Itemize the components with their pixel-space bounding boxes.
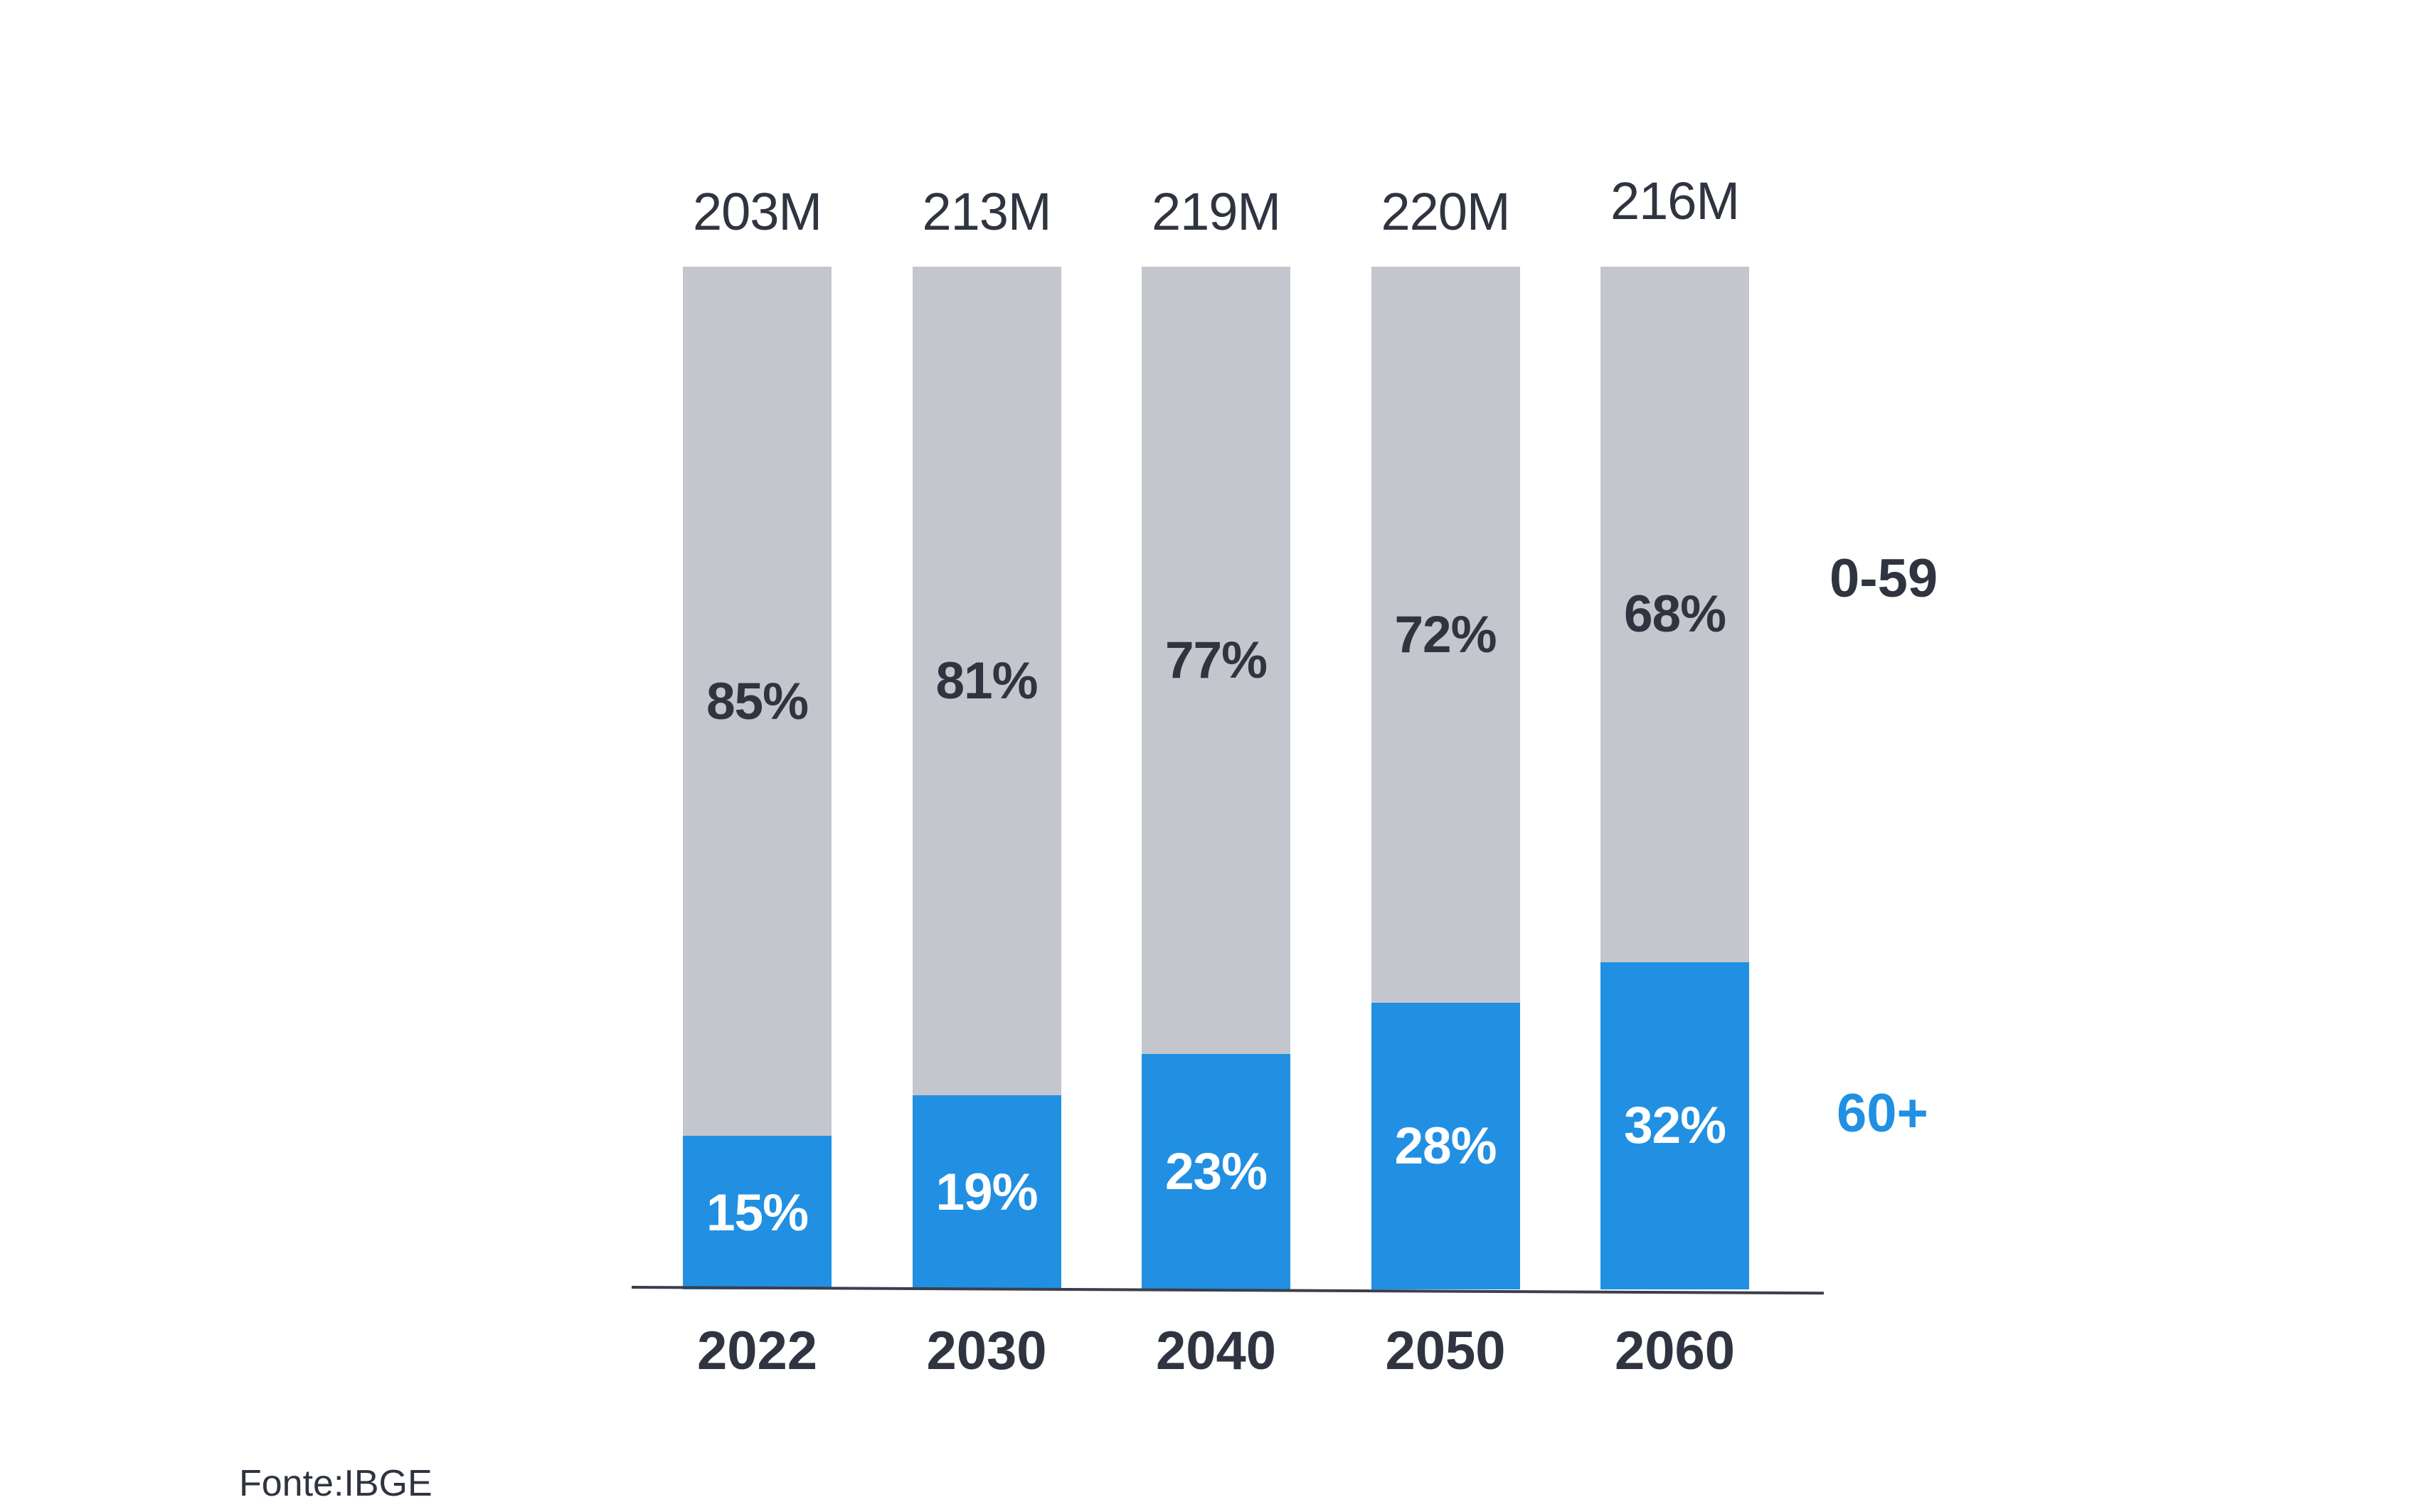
segment-value-60plus: 15%	[706, 1183, 809, 1242]
total-label: 219M	[1151, 182, 1281, 241]
total-label: 220M	[1381, 182, 1510, 241]
stacked-bar: 68% 32%	[1600, 267, 1749, 1289]
total-label: 216M	[1610, 171, 1740, 230]
legend-label-60plus: 60+	[1837, 1083, 1928, 1144]
segment-value-60plus: 32%	[1623, 1097, 1726, 1155]
stacked-bar: 72% 28%	[1371, 267, 1520, 1289]
total-label: 213M	[922, 182, 1051, 241]
total-label: 203M	[692, 182, 822, 241]
source-note: Fonte:IBGE	[239, 1463, 432, 1504]
legend-label-0-59: 0-59	[1830, 548, 1938, 609]
bar-column-2050: 220M 72% 28% 2050	[1371, 0, 1520, 1512]
segment-value-0-59: 81%	[935, 651, 1038, 710]
year-label: 2030	[926, 1321, 1047, 1381]
year-label: 2022	[696, 1321, 818, 1381]
segment-60plus: 32%	[1600, 962, 1749, 1289]
segment-0-59: 68%	[1600, 267, 1749, 962]
stacked-bar: 81% 19%	[912, 267, 1061, 1289]
segment-value-0-59: 68%	[1623, 585, 1726, 644]
segment-value-60plus: 19%	[935, 1163, 1038, 1221]
segment-60plus: 19%	[912, 1095, 1061, 1289]
segment-0-59: 77%	[1142, 267, 1290, 1055]
bar-column-2060: 216M 68% 32% 2060	[1600, 0, 1749, 1512]
stacked-bar: 85% 15%	[683, 267, 832, 1289]
bar-column-2022: 203M 85% 15% 2022	[683, 0, 832, 1512]
segment-0-59: 85%	[683, 267, 832, 1136]
year-label: 2060	[1614, 1321, 1736, 1381]
segment-0-59: 72%	[1371, 267, 1520, 1003]
year-label: 2040	[1155, 1321, 1277, 1381]
year-label: 2050	[1385, 1321, 1506, 1381]
stacked-bar: 77% 23%	[1142, 267, 1290, 1289]
segment-60plus: 23%	[1142, 1054, 1290, 1289]
bar-column-2030: 213M 81% 19% 2030	[912, 0, 1061, 1512]
segment-value-0-59: 72%	[1394, 606, 1497, 664]
segment-value-60plus: 23%	[1164, 1143, 1268, 1201]
segment-60plus: 28%	[1371, 1003, 1520, 1289]
segment-value-0-59: 77%	[1164, 632, 1268, 690]
segment-value-60plus: 28%	[1394, 1117, 1497, 1176]
segment-60plus: 15%	[683, 1136, 832, 1289]
segment-value-0-59: 85%	[706, 672, 809, 730]
segment-0-59: 81%	[912, 267, 1061, 1095]
bar-column-2040: 219M 77% 23% 2040	[1142, 0, 1290, 1512]
